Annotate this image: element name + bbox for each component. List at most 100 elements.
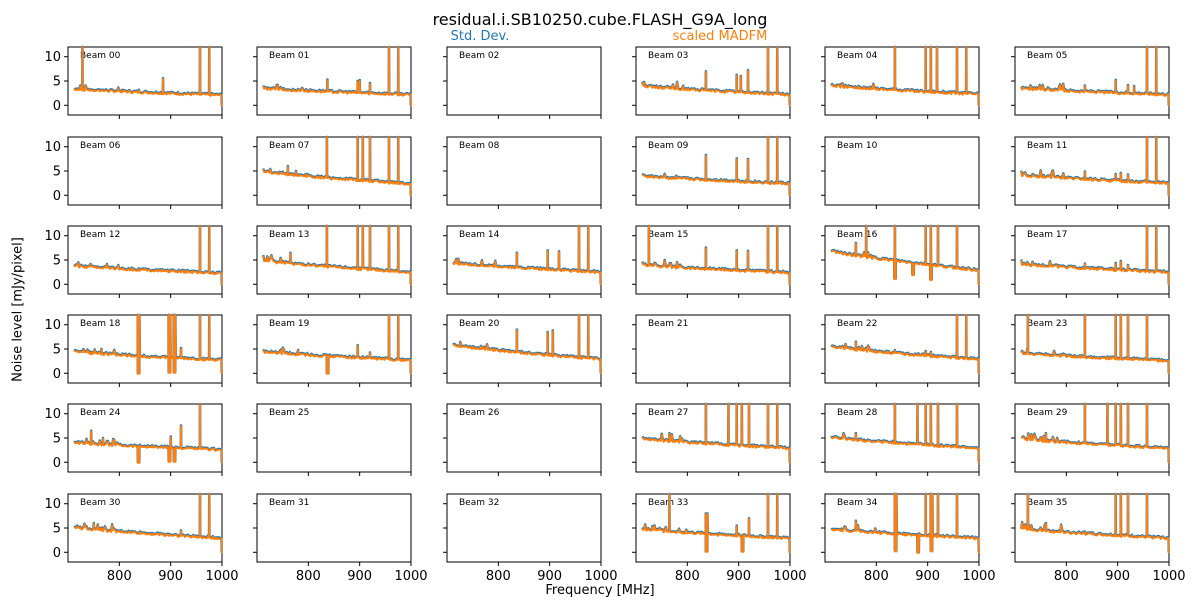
madfm-line: [830, 225, 980, 286]
madfm-line: [262, 225, 412, 286]
beam-label: Beam 11: [1027, 141, 1067, 151]
beam-panel: Beam 34 800 900 1000: [821, 492, 996, 584]
x-tick-label: 900: [537, 569, 562, 584]
beam-panel: Beam 19: [253, 313, 412, 387]
madfm-line: [830, 403, 980, 464]
madfm-line: [73, 225, 223, 286]
madfm-line: [641, 225, 791, 286]
beam-panel: Beam 05: [1011, 45, 1170, 119]
beam-label: Beam 35: [1027, 498, 1067, 508]
beam-panel: Beam 01: [253, 45, 412, 119]
beam-panel: Beam 28: [821, 402, 980, 476]
madfm-line: [73, 46, 223, 107]
madfm-line: [641, 493, 791, 554]
legend-scaled-madfm: scaled MADFM: [672, 29, 768, 44]
madfm-line: [1020, 493, 1170, 554]
beam-panel: Beam 00 0 5 10: [44, 45, 223, 119]
y-tick-label: 0: [53, 546, 61, 561]
beam-label: Beam 13: [269, 230, 309, 240]
panel-frame: [446, 46, 602, 116]
madfm-line: [641, 136, 791, 197]
beam-panel: Beam 18 0 5 10: [44, 313, 223, 387]
madfm-line: [452, 225, 602, 286]
beam-label: Beam 28: [837, 408, 878, 418]
beam-label: Beam 23: [1027, 319, 1067, 329]
beam-label: Beam 24: [80, 408, 121, 418]
madfm-line: [262, 136, 412, 197]
madfm-line: [641, 46, 791, 107]
panel-frame: [446, 225, 602, 295]
madfm-line: [73, 314, 223, 375]
beam-panel: Beam 27: [632, 402, 791, 476]
beam-label: Beam 05: [1027, 51, 1067, 61]
beam-label: Beam 07: [269, 141, 309, 151]
madfm-line: [1020, 314, 1170, 375]
beam-label: Beam 06: [80, 141, 121, 151]
madfm-line: [830, 46, 980, 107]
x-tick-label: 800: [675, 569, 700, 584]
madfm-line: [73, 493, 223, 554]
x-axis-label: Frequency [MHz]: [545, 583, 655, 598]
beam-panel: Beam 02: [443, 46, 602, 119]
beam-panel: Beam 25: [253, 403, 412, 476]
y-tick-label: 5: [53, 165, 61, 180]
panel-frame: [67, 225, 223, 295]
x-tick-label: 800: [296, 569, 321, 584]
x-tick-label: 800: [1054, 569, 1079, 584]
x-tick-label: 900: [347, 569, 372, 584]
madfm-line: [1020, 136, 1170, 197]
panel-frame: [256, 46, 412, 116]
beam-panel: Beam 26: [443, 403, 602, 476]
beam-label: Beam 08: [459, 141, 500, 151]
madfm-line: [830, 493, 980, 554]
y-tick-label: 0: [53, 367, 61, 382]
y-tick-label: 10: [44, 50, 61, 65]
panel-frame: [446, 403, 602, 473]
y-tick-label: 5: [53, 254, 61, 269]
beam-label: Beam 19: [269, 319, 310, 329]
beam-label: Beam 02: [459, 51, 499, 61]
beam-panel: Beam 35 800 900 1000: [1011, 492, 1186, 584]
madfm-line: [452, 314, 602, 375]
beam-label: Beam 03: [648, 51, 688, 61]
panel-frame: [635, 314, 791, 384]
beam-panel: Beam 10: [821, 136, 980, 209]
beam-panel: Beam 17: [1011, 224, 1170, 298]
beam-label: Beam 00: [80, 51, 121, 61]
y-tick-label: 5: [53, 75, 61, 90]
y-tick-label: 0: [53, 189, 61, 204]
beam-label: Beam 30: [80, 498, 121, 508]
y-tick-label: 10: [44, 407, 61, 422]
beam-label: Beam 14: [459, 230, 500, 240]
panel-frame: [635, 136, 791, 206]
x-tick-label: 800: [486, 569, 511, 584]
beam-panel: Beam 13: [253, 224, 412, 298]
x-tick-label: 1000: [584, 569, 617, 584]
x-tick-label: 1000: [962, 569, 995, 584]
y-tick-label: 0: [53, 278, 61, 293]
y-tick-label: 10: [44, 497, 61, 512]
panel-frame: [446, 136, 602, 206]
panel-frame: [635, 225, 791, 295]
beam-label: Beam 21: [648, 319, 688, 329]
madfm-line: [262, 46, 412, 107]
panel-frame: [1014, 314, 1170, 384]
beam-label: Beam 32: [459, 498, 499, 508]
panel-frame: [824, 46, 980, 116]
beam-label: Beam 26: [459, 408, 500, 418]
beam-label: Beam 25: [269, 408, 309, 418]
x-tick-label: 900: [915, 569, 940, 584]
madfm-line: [1020, 403, 1170, 464]
x-tick-label: 800: [864, 569, 889, 584]
x-tick-label: 1000: [1152, 569, 1185, 584]
chart-title: residual.i.SB10250.cube.FLASH_G9A_long: [432, 10, 768, 29]
madfm-line: [641, 403, 791, 464]
y-tick-label: 10: [44, 318, 61, 333]
x-tick-label: 800: [107, 569, 132, 584]
panel-frame: [1014, 225, 1170, 295]
beam-panel: Beam 31 800 900 1000: [253, 493, 428, 584]
beam-panel: Beam 21: [632, 314, 791, 387]
beam-label: Beam 17: [1027, 230, 1067, 240]
panel-frame: [824, 493, 980, 563]
beam-panel: Beam 30 0 5 10 800 900 1000: [44, 492, 239, 584]
